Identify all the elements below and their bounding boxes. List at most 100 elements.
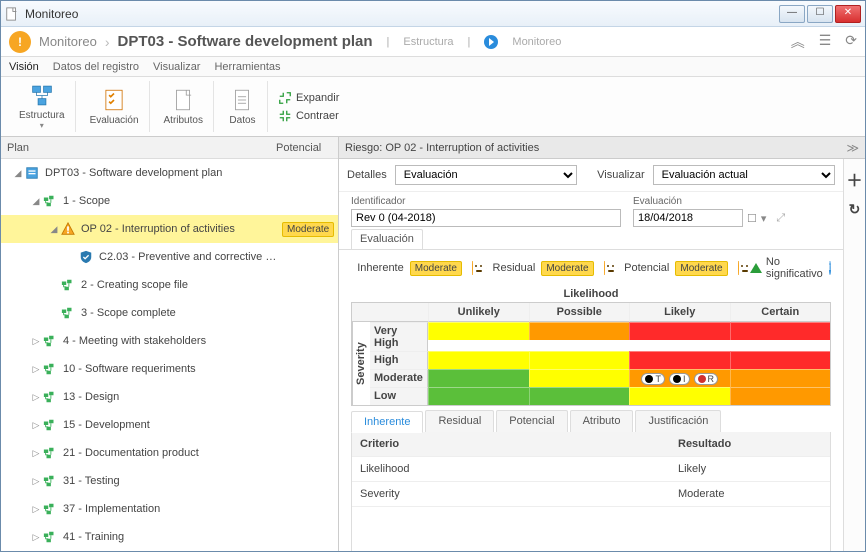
detail-header: Riesgo: OP 02 - Interruption of activiti… bbox=[339, 137, 865, 159]
ribbon-contraer-button[interactable]: Contraer bbox=[278, 109, 339, 123]
tree-row[interactable]: C2.03 - Preventive and corrective mainte… bbox=[1, 243, 338, 271]
fullscreen-icon[interactable]: ⤢ bbox=[776, 212, 785, 225]
matrix-marker[interactable]: R bbox=[694, 373, 719, 385]
doc-icon bbox=[170, 87, 196, 113]
app-logo-icon: ! bbox=[9, 31, 31, 53]
tree-row[interactable]: 3 - Scope complete bbox=[1, 299, 338, 327]
breadcrumb-play-label[interactable]: Monitoreo bbox=[512, 36, 561, 48]
ribbon-expand-group: Expandir Contraer bbox=[272, 81, 339, 132]
matrix-marker[interactable]: T bbox=[641, 373, 665, 385]
calendar-icon[interactable]: ☐ bbox=[747, 212, 757, 225]
task-icon bbox=[43, 418, 57, 432]
residual-value: Moderate bbox=[541, 261, 593, 276]
matrix-cell bbox=[428, 369, 529, 387]
tree-row[interactable]: ◢1 - Scope bbox=[1, 187, 338, 215]
twisty-icon[interactable]: ◢ bbox=[13, 168, 23, 179]
task-icon bbox=[43, 530, 57, 544]
twisty-icon[interactable]: ▷ bbox=[31, 364, 41, 375]
tree-row[interactable]: ▷37 - Implementation bbox=[1, 495, 338, 523]
breadcrumb-divider2: | bbox=[468, 36, 471, 48]
tree-row[interactable]: ▷41 - Training bbox=[1, 523, 338, 551]
criteria-tab[interactable]: Justificación bbox=[635, 410, 721, 432]
identificador-input[interactable] bbox=[351, 209, 621, 227]
matrix-cell bbox=[428, 322, 529, 340]
criteria-tab[interactable]: Atributo bbox=[570, 410, 634, 432]
criteria-tab[interactable]: Residual bbox=[425, 410, 494, 432]
refresh-icon[interactable]: ⟳ bbox=[845, 32, 857, 52]
breadcrumb-divider: | bbox=[387, 36, 390, 48]
twisty-icon[interactable]: ▷ bbox=[31, 532, 41, 543]
tree-label: 10 - Software requeriments bbox=[63, 363, 282, 375]
twisty-icon[interactable]: ▷ bbox=[31, 336, 41, 347]
ribbon-estructura-button[interactable]: Estructura ▾ bbox=[9, 81, 76, 132]
matrix-x-title: Likelihood bbox=[351, 288, 831, 300]
play-icon[interactable] bbox=[484, 35, 498, 49]
matrix-cell bbox=[428, 351, 529, 369]
matrix-marker[interactable]: I bbox=[669, 373, 690, 385]
tree-row[interactable]: 2 - Creating scope file bbox=[1, 271, 338, 299]
matrix-cell bbox=[730, 322, 831, 340]
twisty-icon[interactable]: ◢ bbox=[31, 196, 41, 207]
tree-row[interactable]: ◢DPT03 - Software development plan bbox=[1, 159, 338, 187]
criteria-tab[interactable]: Potencial bbox=[496, 410, 567, 432]
expand-pane-icon[interactable]: ≫ bbox=[846, 141, 859, 155]
refresh-button[interactable]: ↻ bbox=[849, 201, 861, 218]
twisty-icon[interactable]: ▷ bbox=[31, 392, 41, 403]
twisty-icon[interactable]: ◢ bbox=[49, 224, 59, 235]
task-icon bbox=[43, 390, 57, 404]
tree-row[interactable]: ▷15 - Development bbox=[1, 411, 338, 439]
plan-tree[interactable]: ◢DPT03 - Software development plan◢1 - S… bbox=[1, 159, 338, 551]
app-window: Monitoreo — ☐ ✕ ! Monitoreo › DPT03 - So… bbox=[0, 0, 866, 552]
matrix-cell bbox=[730, 387, 831, 405]
expand-icon bbox=[278, 91, 292, 105]
checklist-icon bbox=[101, 87, 127, 113]
criteria-tabs: InherenteResidualPotencialAtributoJustif… bbox=[339, 406, 843, 432]
twisty-icon[interactable]: ▷ bbox=[31, 448, 41, 459]
info-icon[interactable]: i bbox=[829, 261, 831, 275]
add-button[interactable]: ＋ bbox=[846, 167, 862, 191]
risk-summary-bar: Inherente Moderate Residual Moderate Pot… bbox=[339, 250, 843, 286]
tree-row[interactable]: ▷13 - Design bbox=[1, 383, 338, 411]
window-buttons: — ☐ ✕ bbox=[779, 5, 861, 23]
ribbon-estructura-label: Estructura bbox=[19, 110, 65, 121]
tree-row[interactable]: ▷4 - Meeting with stakeholders bbox=[1, 327, 338, 355]
breadcrumb-section[interactable]: Estructura bbox=[403, 36, 453, 48]
tree-label: C2.03 - Preventive and corrective mainte… bbox=[99, 251, 282, 263]
chevrons-up-icon[interactable]: ︽ bbox=[791, 32, 805, 52]
maximize-button[interactable]: ☐ bbox=[807, 5, 833, 23]
detalles-select[interactable]: Evaluación bbox=[395, 165, 577, 185]
tree-row[interactable]: ▷21 - Documentation product bbox=[1, 439, 338, 467]
ribbon-atributos-button[interactable]: Atributos bbox=[154, 81, 214, 132]
titlebar: Monitoreo — ☐ ✕ bbox=[1, 1, 865, 27]
tree-row[interactable]: ▷ 10 - Software requeriments bbox=[1, 355, 338, 383]
subtab-strip: Evaluación bbox=[339, 229, 843, 250]
clear-date-icon[interactable]: ▾ bbox=[761, 212, 767, 225]
criteria-tab[interactable]: Inherente bbox=[351, 411, 423, 433]
visualizar-select[interactable]: Evaluación actual bbox=[653, 165, 835, 185]
tree-row[interactable]: ▷ 31 - Testing bbox=[1, 467, 338, 495]
ribbon-datos-button[interactable]: Datos bbox=[218, 81, 268, 132]
ribbon: Estructura ▾ Evaluación Atributos Datos … bbox=[1, 77, 865, 137]
ribbon-tab-herramientas[interactable]: Herramientas bbox=[214, 61, 280, 73]
breadcrumb-root[interactable]: Monitoreo bbox=[39, 34, 97, 49]
evaluacion-input[interactable] bbox=[633, 209, 743, 227]
list-icon[interactable]: ☰ bbox=[819, 32, 832, 52]
ribbon-tab-visualizar[interactable]: Visualizar bbox=[153, 61, 201, 73]
twisty-icon[interactable]: ▷ bbox=[31, 476, 41, 487]
twisty-icon[interactable]: ▷ bbox=[31, 504, 41, 515]
tree-row[interactable]: ◢OP 02 - Interruption of activitiesModer… bbox=[1, 215, 338, 243]
task-icon bbox=[61, 306, 75, 320]
ribbon-tab-vision[interactable]: Visión bbox=[9, 61, 39, 73]
matrix-row-header: High bbox=[370, 351, 428, 369]
tree-label: 3 - Scope complete bbox=[81, 307, 282, 319]
ribbon-expandir-button[interactable]: Expandir bbox=[278, 91, 339, 105]
ribbon-tab-datos[interactable]: Datos del registro bbox=[53, 61, 139, 73]
twisty-icon[interactable]: ▷ bbox=[31, 420, 41, 431]
minimize-button[interactable]: — bbox=[779, 5, 805, 23]
close-button[interactable]: ✕ bbox=[835, 5, 861, 23]
window-title: Monitoreo bbox=[25, 7, 779, 21]
ribbon-evaluacion-button[interactable]: Evaluación bbox=[80, 81, 150, 132]
subtab-evaluacion[interactable]: Evaluación bbox=[351, 229, 423, 249]
criteria-resultado: Moderate bbox=[670, 482, 830, 506]
tree-label: 31 - Testing bbox=[63, 475, 282, 487]
